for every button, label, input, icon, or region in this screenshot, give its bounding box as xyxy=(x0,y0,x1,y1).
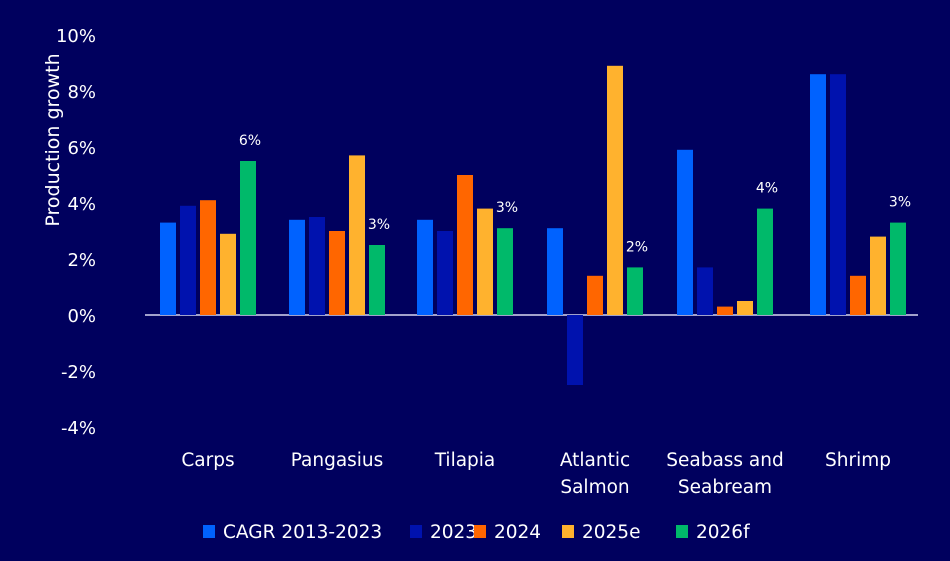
y-tick-label: -2% xyxy=(61,362,96,383)
legend-swatch xyxy=(203,525,215,538)
legend-swatch xyxy=(474,525,486,538)
bar-2023 xyxy=(567,315,583,385)
x-tick-label: Tilapia xyxy=(434,450,496,471)
x-tick-label: Seabass and xyxy=(666,450,784,471)
bar-2024 xyxy=(587,275,603,315)
legend-swatch xyxy=(410,525,422,538)
x-tick-label: Pangasius xyxy=(291,450,384,471)
bar-2025e xyxy=(477,208,493,315)
bar-cagr-2013-2023 xyxy=(810,74,826,315)
x-tick-label: Seabream xyxy=(678,477,772,498)
legend-label: 2023 xyxy=(430,522,477,543)
data-label: 3% xyxy=(496,200,518,216)
bar-cagr-2013-2023 xyxy=(547,228,563,315)
bar-2026f xyxy=(627,267,643,315)
bar-2026f xyxy=(757,208,773,315)
x-tick-label: Salmon xyxy=(560,477,629,498)
y-tick-label: 10% xyxy=(56,26,96,47)
data-label: 3% xyxy=(889,195,911,211)
bar-2024 xyxy=(717,306,733,315)
bar-2025e xyxy=(220,233,236,315)
y-tick-label: 4% xyxy=(67,194,96,215)
bar-2026f xyxy=(240,161,256,315)
bar-2024 xyxy=(457,175,473,315)
data-label: 6% xyxy=(239,133,261,149)
legend-label: 2026f xyxy=(696,522,750,543)
bar-2023 xyxy=(697,267,713,315)
bar-2025e xyxy=(349,155,365,315)
bar-cagr-2013-2023 xyxy=(677,149,693,315)
bar-2024 xyxy=(329,231,345,315)
bar-cagr-2013-2023 xyxy=(160,222,176,315)
bar-2023 xyxy=(309,217,325,315)
legend-swatch xyxy=(676,525,688,538)
x-tick-label: Atlantic xyxy=(560,450,630,471)
bar-2025e xyxy=(870,236,886,315)
bar-2024 xyxy=(200,200,216,315)
data-label: 2% xyxy=(626,239,648,255)
x-tick-label: Carps xyxy=(181,450,234,471)
bar-2026f xyxy=(890,222,906,315)
legend-label: 2025e xyxy=(582,522,640,543)
y-tick-label: -4% xyxy=(61,418,96,439)
bar-2025e xyxy=(737,301,753,315)
y-axis-title: Production growth xyxy=(42,53,64,226)
bar-cagr-2013-2023 xyxy=(417,219,433,315)
y-tick-label: 6% xyxy=(67,138,96,159)
y-tick-label: 0% xyxy=(67,306,96,327)
legend-swatch xyxy=(562,525,574,538)
data-label: 4% xyxy=(756,181,778,197)
bar-cagr-2013-2023 xyxy=(289,219,305,315)
bar-2025e xyxy=(607,65,623,315)
x-tick-label: Shrimp xyxy=(825,450,891,471)
y-tick-label: 8% xyxy=(67,82,96,103)
y-tick-label: 2% xyxy=(67,250,96,271)
bar-2023 xyxy=(180,205,196,315)
bar-2024 xyxy=(850,275,866,315)
bar-2023 xyxy=(437,231,453,315)
bar-2026f xyxy=(369,245,385,315)
legend-label: 2024 xyxy=(494,522,541,543)
legend-label: CAGR 2013-2023 xyxy=(223,522,382,543)
bar-2026f xyxy=(497,228,513,315)
data-label: 3% xyxy=(368,217,390,233)
bar-2023 xyxy=(830,74,846,315)
